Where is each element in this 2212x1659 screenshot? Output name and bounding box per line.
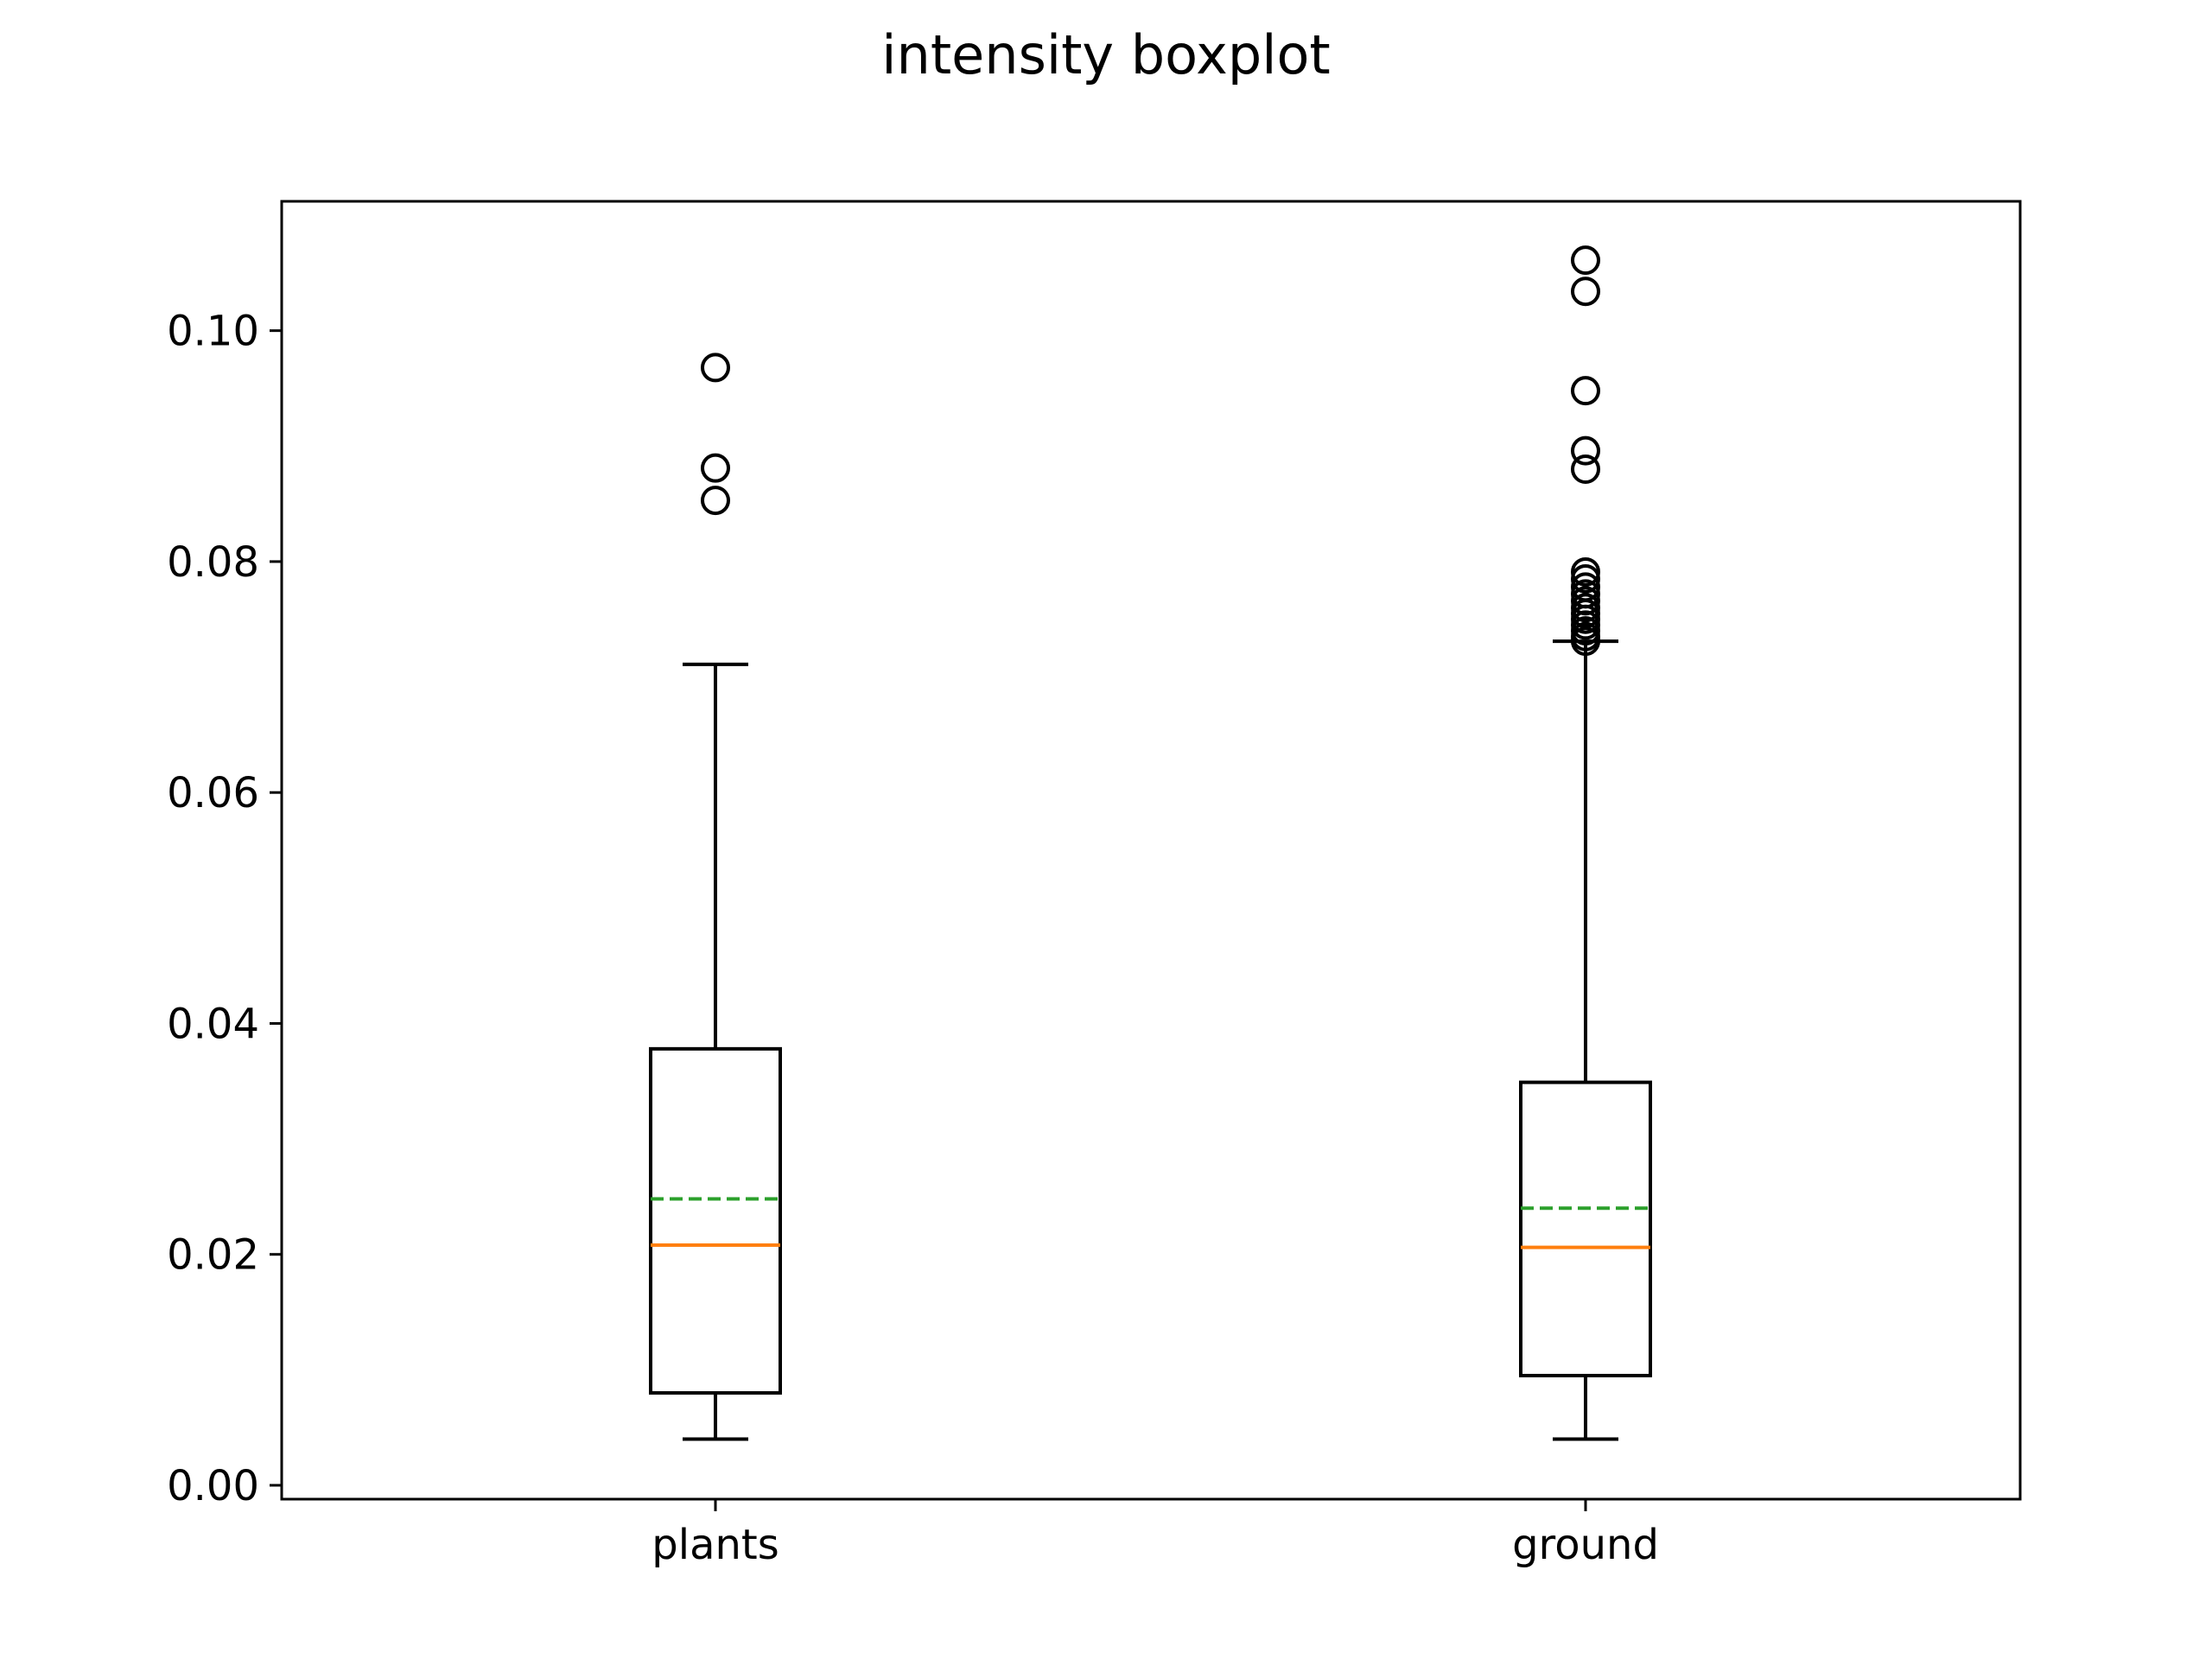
ground-outlier-point [1571,454,1600,485]
ground-outlier-point [1571,563,1600,594]
x-tick-label: plants [652,1521,779,1569]
y-tick-label: 0.02 [167,1231,259,1280]
plot-area: 0.00 0.02 0.04 0.06 0.08 0.10 plants ground [167,200,2022,1569]
ground-outlier-point [1571,579,1600,609]
plants-outlier-point [701,486,730,516]
plants-outlier-point [701,453,730,483]
ground-outlier-point [1571,556,1600,587]
y-tick-label: 0.06 [167,769,259,817]
plants-box [649,1046,782,1395]
x-tick-label: ground [1512,1521,1659,1569]
ground-outlier-point [1571,276,1600,307]
ground-outlier-point [1571,586,1600,616]
axes-frame [280,200,2022,1501]
ground-outlier-point [1571,376,1600,406]
ground-box [1519,1080,1652,1378]
y-tick-label: 0.10 [167,308,259,356]
y-tick-label: 0.00 [167,1462,259,1510]
y-tick-label: 0.08 [167,538,259,587]
ground-outlier-point [1571,593,1600,623]
ground-outlier-point [1571,435,1600,466]
chart-title: intensity boxplot [881,23,1330,86]
plants-outlier-point [701,353,730,383]
ground-outlier-point [1571,572,1600,602]
y-tick-label: 0.04 [167,1000,259,1048]
ground-outlier-point [1571,245,1600,276]
